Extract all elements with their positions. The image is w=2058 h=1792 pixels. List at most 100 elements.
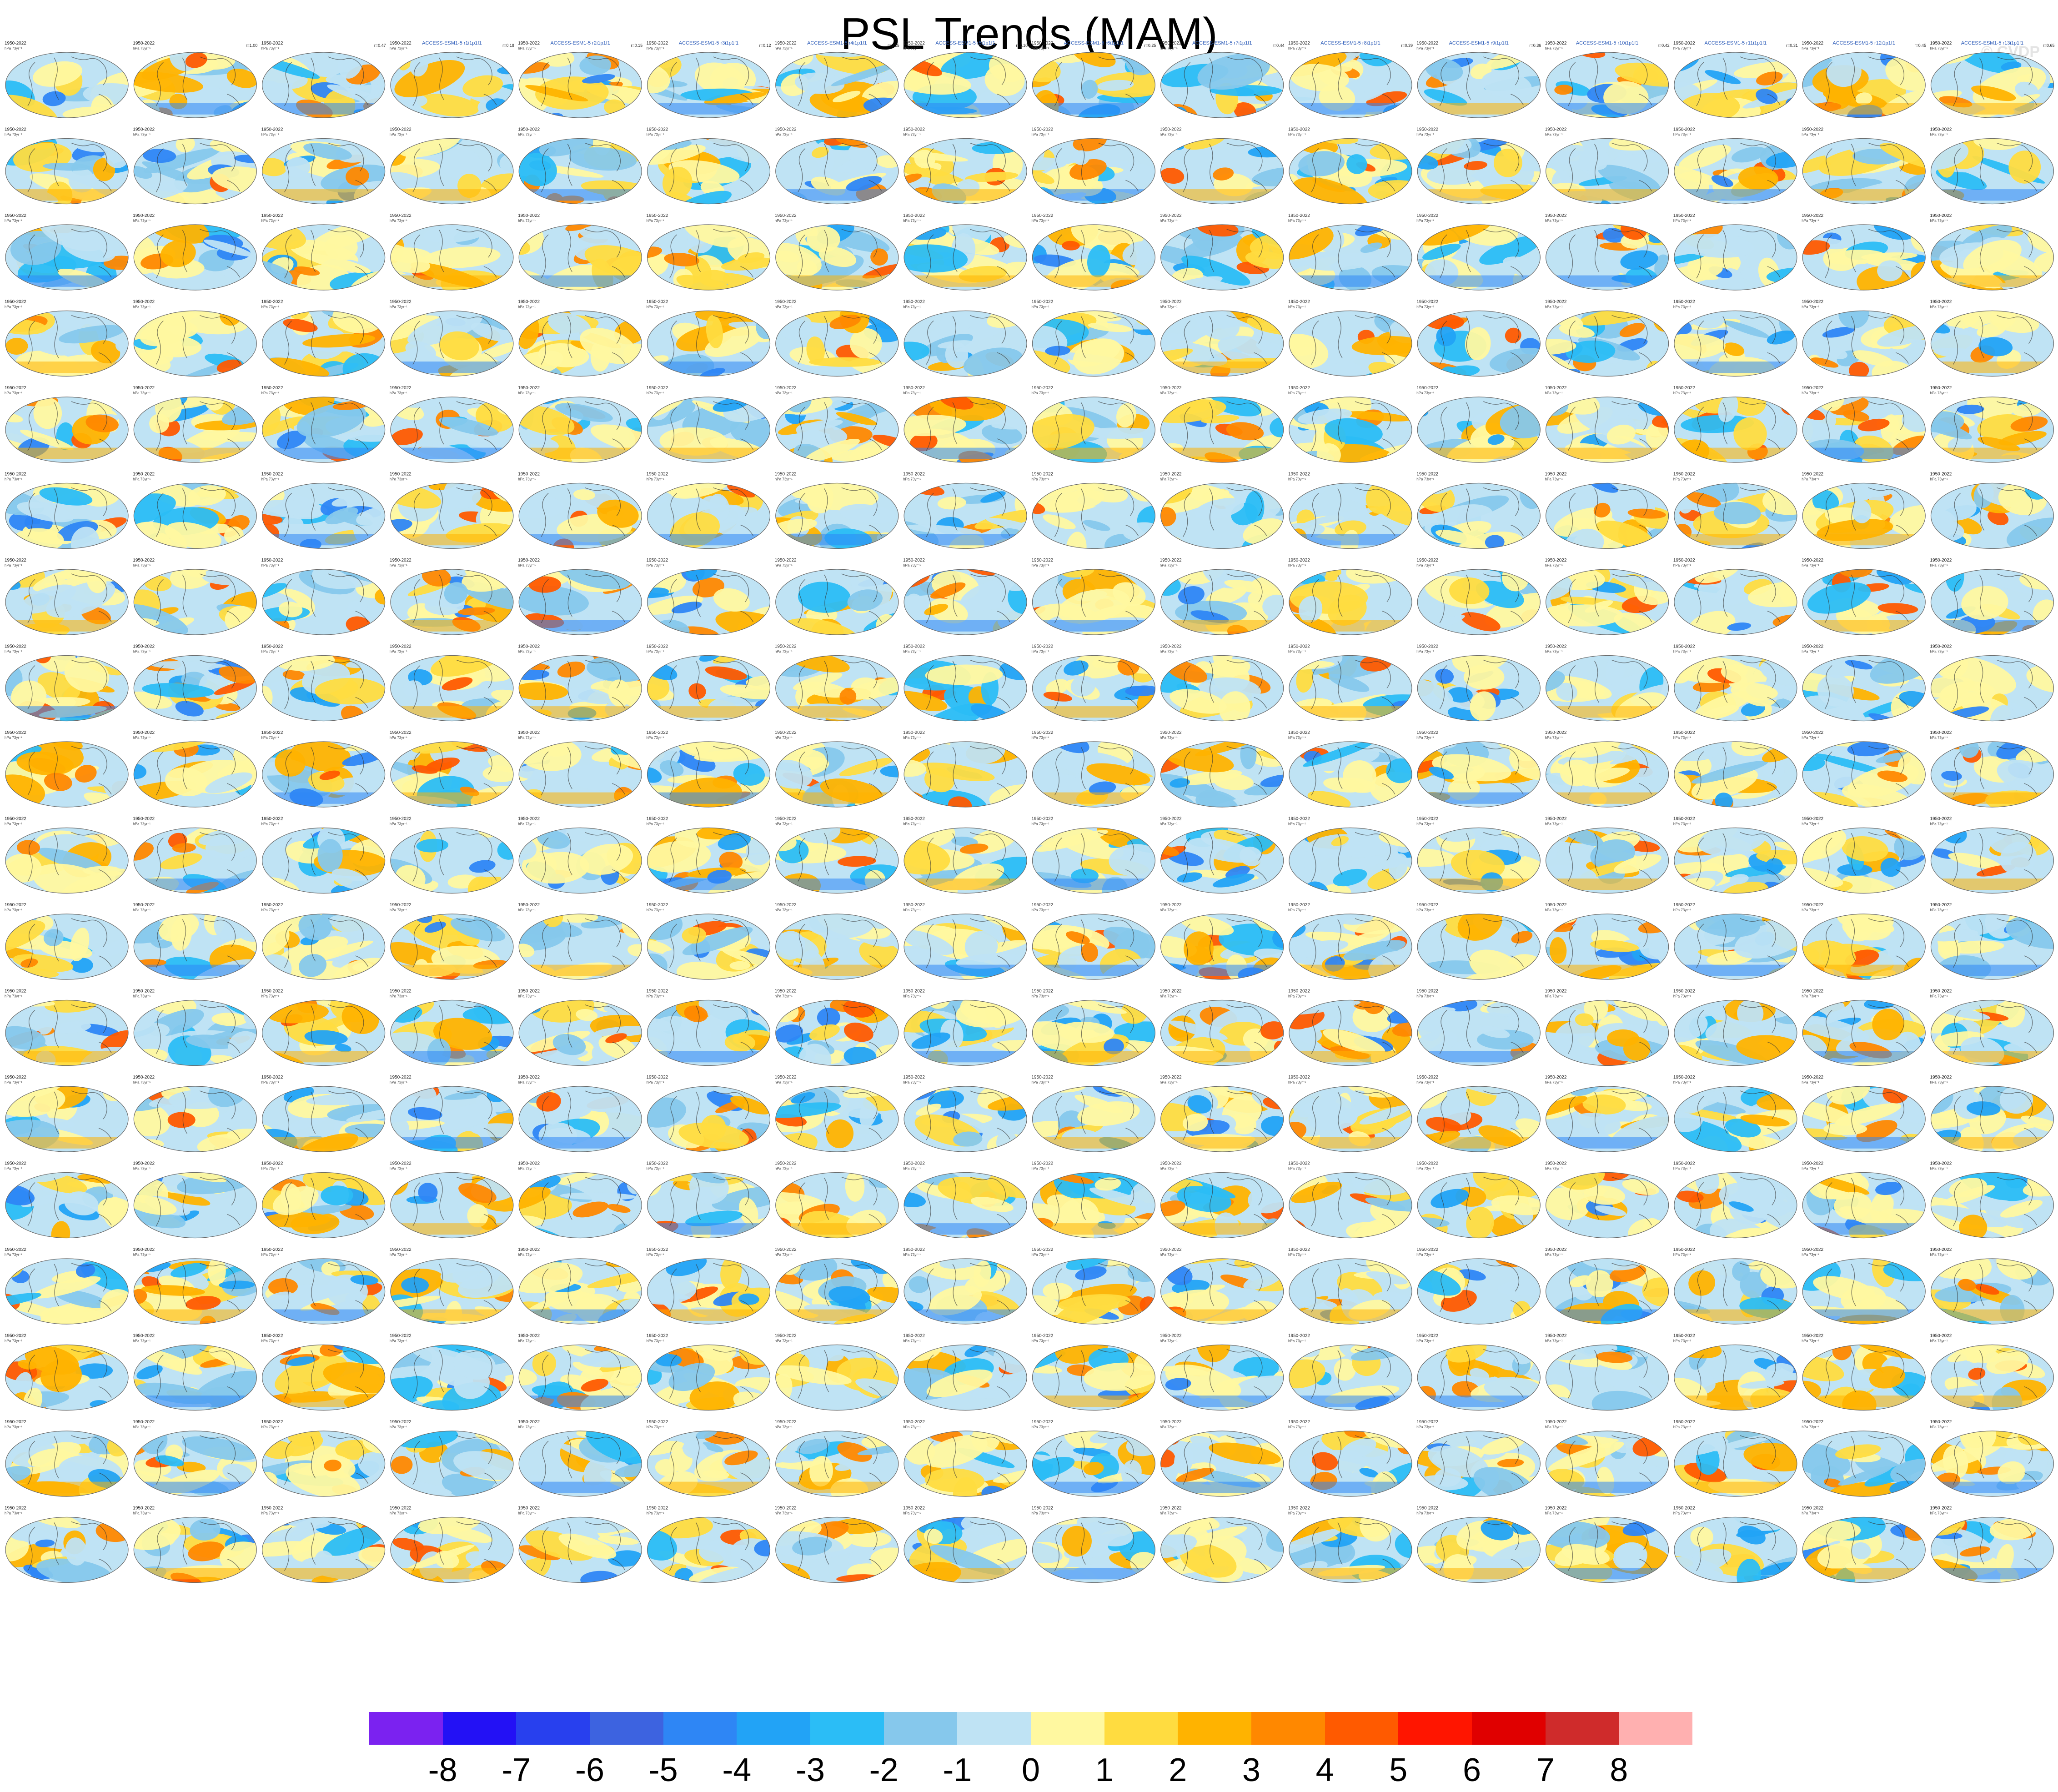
panel-units: hPa 73yr⁻¹ — [1930, 46, 1948, 50]
trend-anomaly — [815, 52, 868, 57]
map-panel — [1160, 655, 1284, 721]
trend-anomaly — [662, 166, 693, 199]
panel-units: hPa 73yr⁻¹ — [647, 908, 664, 912]
coastline — [1953, 142, 2038, 192]
trend-band — [1802, 964, 1926, 976]
map-panel — [1160, 52, 1284, 118]
panel-period: 1950-2022 — [1160, 127, 1182, 132]
panel-period: 1950-2022 — [261, 1075, 283, 1080]
panel-period: 1950-2022 — [1288, 213, 1310, 218]
panel-period: 1950-2022 — [1673, 730, 1695, 735]
panel-units: hPa 73yr⁻¹ — [1673, 477, 1691, 482]
trend-band — [1931, 361, 2054, 373]
panel-units: hPa 73yr⁻¹ — [1673, 563, 1691, 567]
panel-units: hPa 73yr⁻¹ — [775, 822, 793, 826]
panel-period: 1950-2022 — [518, 644, 540, 649]
map-panel — [5, 138, 128, 204]
panel-period: 1950-2022 — [261, 558, 283, 563]
map-outline — [518, 138, 642, 205]
panel-period: 1950-2022 — [775, 989, 797, 994]
panel-period: 1950-2022 — [903, 989, 925, 994]
panel-period: 1950-2022 — [1673, 386, 1695, 391]
trend-band — [1546, 792, 1669, 804]
panel-period: 1950-2022 — [1031, 558, 1053, 563]
panel-units: hPa 73yr⁻¹ — [1673, 822, 1691, 826]
map-panel — [1931, 569, 2054, 635]
trend-band — [390, 189, 513, 201]
map-panel — [5, 397, 128, 462]
trend-band — [775, 706, 898, 718]
panel-units: hPa 73yr⁻¹ — [1416, 822, 1434, 826]
map-outline — [1160, 138, 1284, 205]
map-panel — [5, 914, 128, 979]
map-panel — [1802, 52, 1926, 118]
coastline — [412, 56, 497, 106]
panel-units: hPa 73yr⁻¹ — [133, 563, 151, 567]
panel-period: 1950-2022 — [1673, 127, 1695, 132]
trend-anomaly — [176, 138, 195, 153]
trend-anomaly — [1879, 143, 1926, 171]
map-panel — [904, 138, 1027, 204]
map-panel — [1160, 742, 1284, 807]
map-outline — [1417, 138, 1541, 205]
panel-units: hPa 73yr⁻¹ — [390, 908, 407, 912]
map-outline — [1674, 52, 1797, 118]
trend-band — [134, 878, 257, 890]
panel-units: hPa 73yr⁻¹ — [647, 822, 664, 826]
trend-anomaly — [1546, 1046, 1595, 1066]
trend-anomaly — [1560, 759, 1594, 787]
panel-period: 1950-2022 — [1545, 1075, 1567, 1080]
map-panel — [775, 569, 898, 635]
panel-period: 1950-2022 — [1545, 903, 1567, 908]
map-panel — [1417, 569, 1541, 635]
panel-period: 1950-2022 — [1031, 472, 1053, 477]
trend-band — [1674, 189, 1797, 201]
coastline — [926, 56, 1010, 106]
map-panel — [1674, 138, 1797, 204]
trend-band — [775, 878, 898, 890]
coastline — [541, 142, 625, 192]
trend-band — [1289, 275, 1412, 287]
panel-period: 1950-2022 — [1930, 386, 1952, 391]
coastline — [1568, 142, 1652, 192]
panel-units: hPa 73yr⁻¹ — [1930, 650, 1948, 654]
panel-units: hPa 73yr⁻¹ — [1031, 219, 1049, 223]
map-panel — [262, 655, 385, 721]
panel-units: hPa 73yr⁻¹ — [647, 477, 664, 482]
trend-band — [5, 447, 128, 459]
coastline — [798, 142, 882, 192]
map-panel — [775, 655, 898, 721]
trend-anomaly — [1071, 52, 1116, 67]
panel-units: hPa 73yr⁻¹ — [1673, 305, 1691, 309]
trend-band — [1160, 189, 1284, 201]
panel-period: 1950-2022 — [133, 472, 155, 477]
panel-period: 1950-2022 — [903, 127, 925, 132]
panel-units: hPa 73yr⁻¹ — [1673, 391, 1691, 395]
map-panel — [519, 52, 642, 118]
trend-anomaly — [1252, 167, 1284, 186]
panel-period: 1950-2022 — [647, 300, 668, 305]
trend-band — [1546, 447, 1669, 459]
map-panel — [1417, 828, 1541, 893]
panel-units: hPa 73yr⁻¹ — [133, 1080, 151, 1084]
trend-anomaly — [626, 483, 642, 493]
panel-period: 1950-2022 — [903, 817, 925, 822]
trend-anomaly — [1032, 311, 1045, 324]
panel-units: hPa 73yr⁻¹ — [390, 1080, 407, 1084]
panel-period: 1950-2022 — [1930, 903, 1952, 908]
trend-anomaly — [500, 793, 513, 807]
trend-anomaly — [878, 969, 898, 979]
trend-anomaly — [809, 91, 880, 118]
panel-period: 1950-2022 — [647, 558, 668, 563]
map-outline — [904, 52, 1027, 118]
panel-period: 1950-2022 — [5, 213, 26, 218]
panel-period: 1950-2022 — [518, 213, 540, 218]
panel-period: 1950-2022 — [1930, 989, 1952, 994]
trend-anomaly — [303, 143, 352, 160]
panel-period: 1950-2022 — [903, 300, 925, 305]
trend-anomaly — [135, 1138, 153, 1152]
trend-anomaly — [199, 432, 257, 442]
panel-units: hPa 73yr⁻¹ — [903, 563, 921, 567]
trend-band — [1802, 103, 1926, 115]
